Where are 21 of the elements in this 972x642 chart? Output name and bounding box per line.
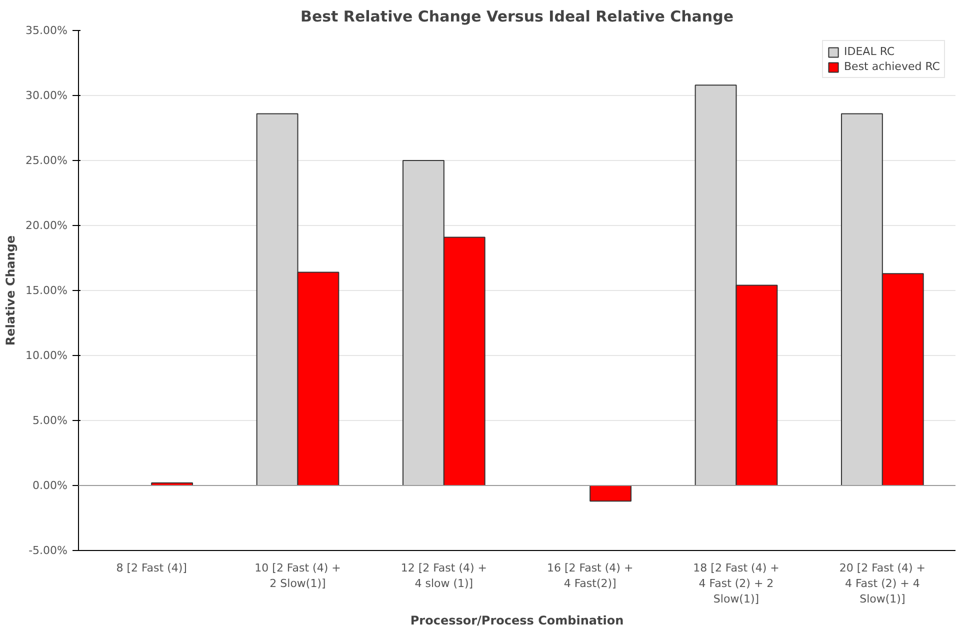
y-tick-label: 20.00% xyxy=(26,219,68,232)
y-tick-label: 25.00% xyxy=(26,154,68,167)
legend-label: Best achieved RC xyxy=(844,60,940,73)
legend-label: IDEAL RC xyxy=(844,45,895,58)
y-tick-label: 0.00% xyxy=(32,479,68,492)
y-tick-label: -5.00% xyxy=(28,544,68,557)
y-tick-label: 10.00% xyxy=(26,349,68,362)
y-tick-label: 35.00% xyxy=(26,24,68,37)
y-tick-label: 30.00% xyxy=(26,89,68,102)
chart-title: Best Relative Change Versus Ideal Relative Change xyxy=(300,8,734,26)
y-axis-title: Relative Change xyxy=(4,235,18,346)
y-tick-label: 15.00% xyxy=(26,284,68,297)
x-tick-label: 16 [2 Fast (4) + 4 Fast(2)] xyxy=(546,562,634,590)
x-tick-label: 18 [2 Fast (4) + 4 Fast (2) + 2 Slow(1)] xyxy=(693,562,780,606)
y-tick-label: 5.00% xyxy=(32,414,68,427)
x-tick-label: 10 [2 Fast (4) + 2 Slow(1)] xyxy=(254,562,341,590)
x-axis-title: Processor/Process Combination xyxy=(410,614,624,628)
bar xyxy=(590,485,632,502)
x-tick-label: 12 [2 Fast (4) + 4 slow (1)] xyxy=(400,562,488,590)
x-tick-label: 20 [2 Fast (4) + 4 Fast (2) + 4 Slow(1)] xyxy=(839,562,926,606)
x-tick-label: 8 [2 Fast (4)] xyxy=(116,562,187,574)
